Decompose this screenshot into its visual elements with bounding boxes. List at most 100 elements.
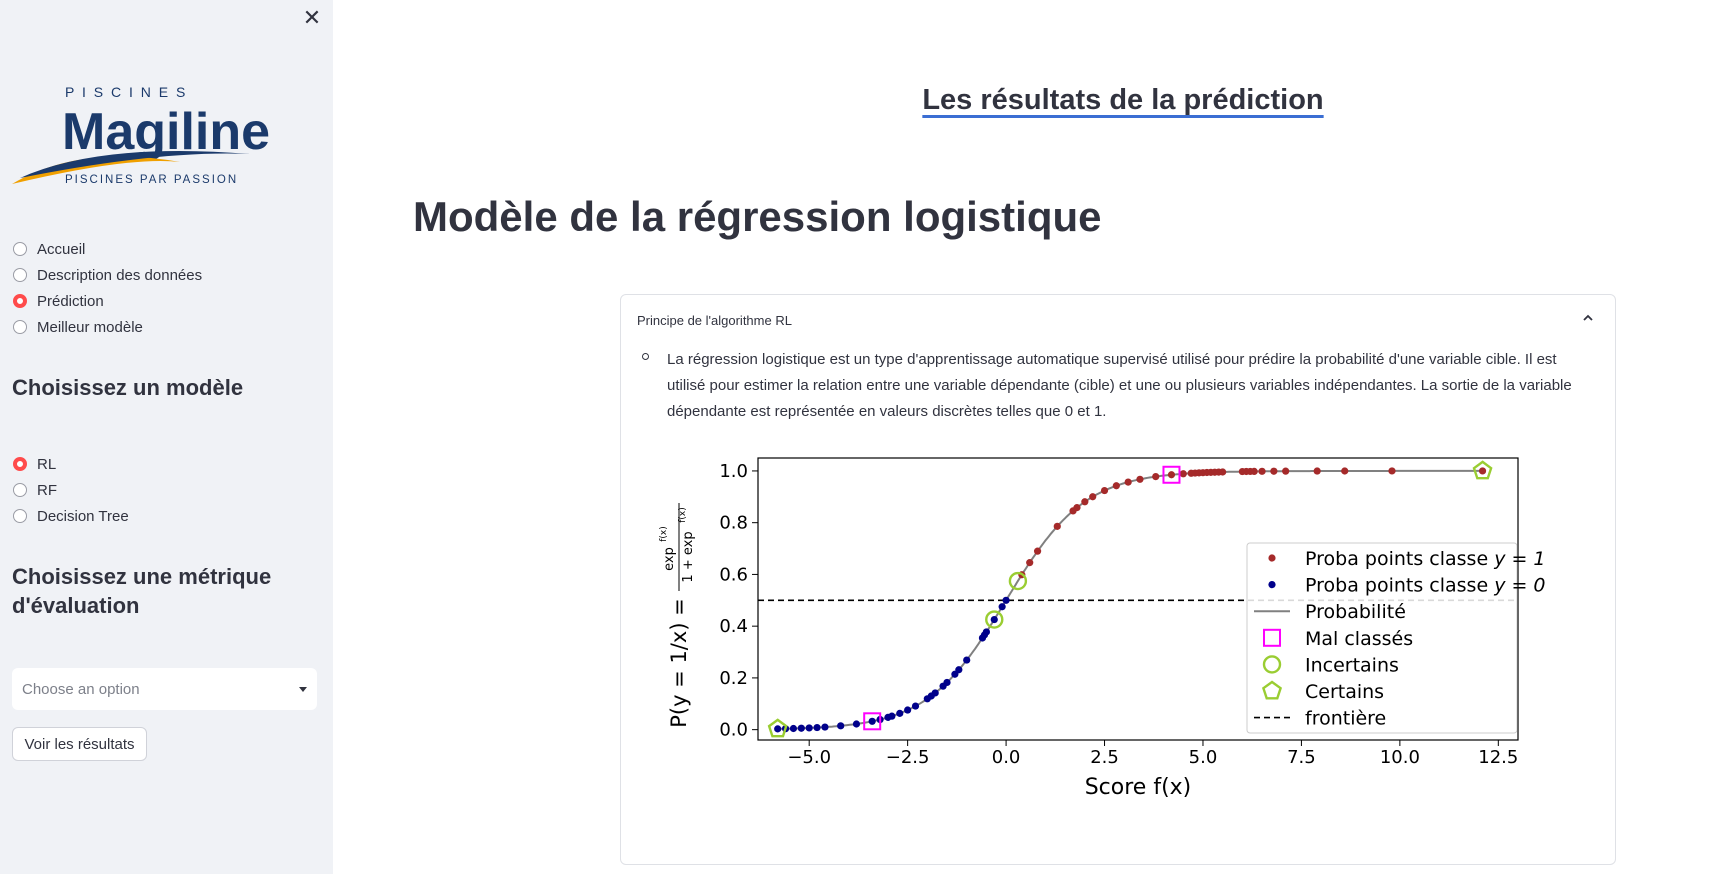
y-tick-label: 0.2 xyxy=(719,668,748,689)
point-class-1 xyxy=(1112,482,1120,490)
radio-checked-icon xyxy=(13,294,27,308)
point-class-1 xyxy=(1270,467,1278,475)
nav-label: Description des données xyxy=(37,266,203,284)
nav-accueil[interactable]: Accueil xyxy=(13,236,202,262)
point-class-0 xyxy=(1002,596,1010,604)
y-tick-label: 0.4 xyxy=(719,616,748,637)
point-class-0 xyxy=(990,615,998,624)
legend-marker-misclassified xyxy=(1263,628,1281,647)
page-title: Les résultats de la prédiction xyxy=(922,84,1324,116)
x-tick-label: −5.0 xyxy=(787,747,831,768)
point-class-1 xyxy=(1219,468,1227,476)
x-tick-label: 2.5 xyxy=(1090,747,1119,768)
chevron-up-icon[interactable] xyxy=(1581,311,1597,327)
model-label: Decision Tree xyxy=(37,507,129,525)
x-tick-label: 5.0 xyxy=(1189,747,1218,768)
uncertain-marker xyxy=(1008,571,1028,591)
point-class-0 xyxy=(931,689,939,697)
point-class-1 xyxy=(1089,493,1097,501)
legend-label: frontière xyxy=(1305,708,1386,730)
legend-marker-certain xyxy=(1261,680,1283,700)
expander-text-line: utilisé pour estimer la relation entre u… xyxy=(667,377,1572,394)
magiline-logo: P I S C I N E S Magiline PISCINES PAR PA… xyxy=(12,84,270,186)
metric-select[interactable]: Choose an option xyxy=(12,668,317,710)
point-class-1 xyxy=(1026,559,1034,567)
model-heading: Choisissez un modèle xyxy=(12,375,244,400)
legend-marker-class-0 xyxy=(1268,581,1276,589)
point-class-1 xyxy=(1167,471,1176,479)
point-class-0 xyxy=(805,724,813,732)
close-icon[interactable]: ✕ xyxy=(302,5,322,30)
voir-resultats-button[interactable]: Voir les résultats xyxy=(12,727,147,761)
point-class-1 xyxy=(1073,504,1081,512)
point-class-0 xyxy=(813,723,821,732)
point-class-1 xyxy=(1313,467,1321,475)
model-label: RF xyxy=(37,481,57,499)
point-class-1 xyxy=(1053,522,1061,530)
y-axis-label-numerator: exp xyxy=(662,547,677,571)
radio-icon xyxy=(13,509,27,523)
x-axis-label: Score f(x) xyxy=(1085,775,1192,800)
expander-text-line: La régression logistique est un type d'a… xyxy=(667,351,1557,368)
expander-label[interactable]: Principe de l'algorithme RL xyxy=(637,313,792,328)
y-tick-label: 0.6 xyxy=(719,564,748,585)
legend-marker-class-1 xyxy=(1268,554,1276,562)
point-class-1 xyxy=(1179,470,1187,478)
legend-label: Proba points classe y = 1 xyxy=(1305,548,1546,570)
radio-icon xyxy=(13,483,27,497)
point-class-1 xyxy=(1081,498,1089,506)
model-radio-group: RL RF Decision Tree xyxy=(13,451,129,529)
misclassified-marker xyxy=(863,712,882,731)
logo-swoosh-blue xyxy=(20,151,250,178)
point-class-1 xyxy=(1033,547,1042,555)
model-rl[interactable]: RL xyxy=(13,451,129,477)
uncertain-marker xyxy=(985,610,1004,629)
point-class-1 xyxy=(1341,467,1349,475)
legend-label: Mal classés xyxy=(1305,628,1413,650)
legend-label: Incertains xyxy=(1305,654,1399,676)
bullet-icon xyxy=(642,353,649,360)
y-axis-label-denominator: 1 + exp xyxy=(681,531,696,582)
point-class-0 xyxy=(911,702,920,710)
point-class-0 xyxy=(797,724,805,732)
nav-label: Meilleur modèle xyxy=(37,318,143,336)
algorithm-expander: Principe de l'algorithme RL La régressio… xyxy=(620,294,1616,865)
caret-down-icon xyxy=(299,686,307,692)
model-rf[interactable]: RF xyxy=(13,477,129,503)
model-label: RL xyxy=(37,455,57,473)
nav-description[interactable]: Description des données xyxy=(13,262,202,288)
metric-heading-line1: Choisissez une métrique xyxy=(12,564,272,589)
nav-label: Accueil xyxy=(37,240,86,258)
legend-marker-uncertain xyxy=(1262,655,1282,674)
expander-text: La régression logistique est un type d'a… xyxy=(667,347,1587,425)
model-decision-tree[interactable]: Decision Tree xyxy=(13,503,129,529)
y-tick-label: 0.0 xyxy=(719,720,748,741)
model-title: Modèle de la régression logistique xyxy=(413,193,1102,240)
page-nav: Accueil Description des données Prédicti… xyxy=(13,236,202,340)
certain-marker xyxy=(767,718,788,738)
nav-prediction[interactable]: Prédiction xyxy=(13,288,202,314)
point-class-1 xyxy=(1152,472,1160,481)
radio-icon xyxy=(13,268,27,282)
x-tick-label: 12.5 xyxy=(1478,747,1518,768)
point-class-0 xyxy=(904,706,912,714)
point-class-0 xyxy=(955,666,963,674)
x-tick-label: 7.5 xyxy=(1287,747,1316,768)
legend-label: Proba points classe y = 0 xyxy=(1305,575,1546,597)
page-title-wrap: Les résultats de la prédiction xyxy=(0,84,1710,117)
x-tick-label: −2.5 xyxy=(886,747,930,768)
legend-label: Probabilité xyxy=(1305,601,1406,623)
nav-label: Prédiction xyxy=(37,292,104,310)
logistic-regression-chart: −5.0 −2.5 0.0 2.5 5.0 7.5 10.0 12.5 0.0 0.2 0.4 0.6… xyxy=(659,457,1546,800)
legend-box xyxy=(1246,542,1518,734)
expander-text-line: dépendante est représentée en valeurs di… xyxy=(667,403,1107,420)
point-class-0 xyxy=(837,722,845,730)
radio-icon xyxy=(13,320,27,334)
metric-heading: Choisissez une métrique d'évaluation xyxy=(12,562,271,620)
y-tick-label: 0.8 xyxy=(719,513,748,534)
y-axis-label-den-sup: f(x) xyxy=(678,507,688,523)
certain-marker xyxy=(1472,460,1493,480)
select-placeholder: Choose an option xyxy=(22,680,140,698)
nav-meilleur-modele[interactable]: Meilleur modèle xyxy=(13,314,202,340)
